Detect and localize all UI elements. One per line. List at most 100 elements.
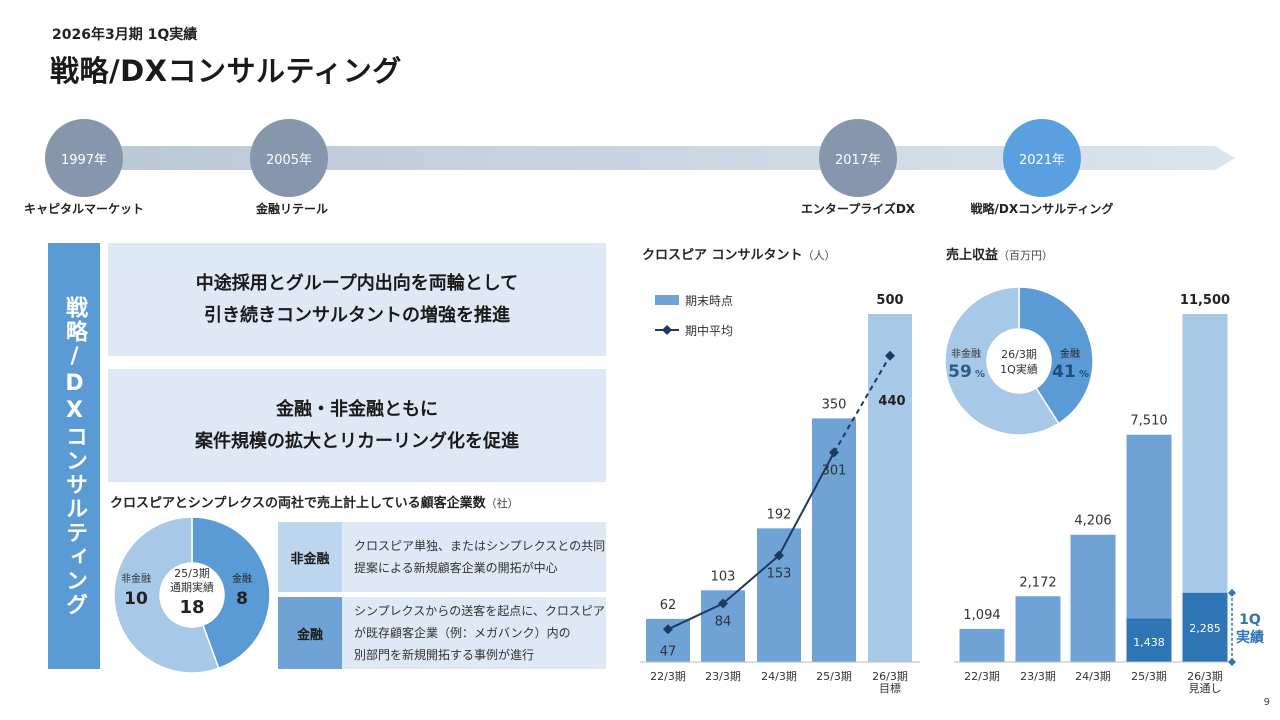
customer-section-title: クロスピアとシンプレクスの両社で売上計上している顧客企業数（社） <box>110 492 519 511</box>
revenue-x-label: 26/3期 <box>1187 670 1223 683</box>
revenue-bar-22/3期 <box>959 628 1005 662</box>
desc-nonfinance-line1: クロスピア単独、またはシンプレクスとの共同 <box>354 539 606 553</box>
consultant-average-label: 440 <box>878 394 905 409</box>
desc-finance-line1: シンプレクスからの送客を起点に、クロスピア <box>354 604 605 618</box>
consultant-x-label: 24/3期 <box>761 670 797 683</box>
legend-marker-average <box>662 325 672 335</box>
consultant-average-line <box>667 452 835 631</box>
legend-label-average: 期中平均 <box>685 323 733 338</box>
q1-annotation-line2: 実績 <box>1236 629 1264 646</box>
consultant-average-label: 301 <box>822 464 847 479</box>
donut1-label-nonfinance: 非金融 <box>121 572 151 585</box>
consultant-bar-label: 192 <box>767 507 792 522</box>
q1-bracket-bottom-marker <box>1228 658 1236 666</box>
revenue-donut: 26/3期 1Q実績 非金融 59 % 金融 41 % <box>944 286 1094 436</box>
consultant-x-sublabel: 目標 <box>879 681 901 695</box>
consultant-bar-label: 103 <box>711 569 736 584</box>
consultant-x-label: 22/3期 <box>650 670 686 683</box>
consultant-x-label: 23/3期 <box>705 670 741 683</box>
legend-swatch-period-end <box>655 295 679 305</box>
customer-donut: 25/3期 通期実績 18 非金融 10 金融 8 <box>113 516 271 674</box>
timeline-circle-2017: 2017年 <box>819 119 897 197</box>
message-box-1: 中途採用とグループ内出向を両輪として 引き続きコンサルタントの増強を推進 <box>108 243 606 356</box>
legend-label-period-end: 期末時点 <box>685 294 733 308</box>
desc-finance-line3: 別部門を新規開拓する事例が進行 <box>354 648 535 662</box>
revenue-q1-bar-26/3期 <box>1182 592 1228 662</box>
consultant-bar-26/3期 <box>868 314 912 662</box>
desc-nonfinance-line2: 提案による新規顧客企業の開拓が中心 <box>354 561 558 575</box>
message-2-line1: 金融・非金融ともに <box>276 398 438 420</box>
timeline-label-2021: 戦略/DXコンサルティング <box>970 202 1114 216</box>
message-1-line1: 中途採用とグループ内出向を両輪として <box>195 272 519 294</box>
tag-finance: 金融 <box>278 597 342 669</box>
donut1-label-finance: 金融 <box>232 572 252 585</box>
revenue-bar-label: 4,206 <box>1074 514 1111 529</box>
donut2-value-nonfinance: 59 <box>948 362 972 382</box>
donut2-center-line1: 26/3期 <box>1001 348 1037 361</box>
page-number: 9 <box>1263 697 1270 708</box>
consultant-average-label: 153 <box>767 567 792 582</box>
revenue-q1-label: 1,438 <box>1133 636 1165 649</box>
revenue-bar-label: 2,172 <box>1019 575 1056 590</box>
message-1-line2: 引き続きコンサルタントの増強を推進 <box>204 304 510 326</box>
revenue-title-text: 売上収益 <box>946 248 999 263</box>
timeline-circle-2021: 2021年 <box>1003 119 1081 197</box>
donut2-slice-nonfinance <box>944 286 1060 436</box>
revenue-title-unit: （百万円） <box>998 249 1054 262</box>
timeline-label-2005: 金融リテール <box>255 202 328 216</box>
revenue-bar-label: 11,500 <box>1180 293 1230 308</box>
timeline-arrow <box>60 146 1235 170</box>
consultant-average-line-target <box>833 355 891 454</box>
consultant-average-point <box>663 624 673 635</box>
donut2-value-finance: 41 <box>1052 362 1076 382</box>
consultant-title-text: クロスピア コンサルタント <box>642 248 803 263</box>
donut1-center-line1: 25/3期 <box>174 567 210 580</box>
revenue-section-title: 売上収益（百万円） <box>946 244 1053 263</box>
consultant-bar-25/3期 <box>812 418 856 662</box>
donut2-label-nonfinance: 非金融 <box>951 347 981 360</box>
consultant-bar-24/3期 <box>757 528 801 662</box>
donut1-value-nonfinance: 10 <box>124 589 148 609</box>
desc-finance-line2: が既存顧客企業（例：メガバンク）内の <box>354 626 571 640</box>
consultant-average-point <box>885 350 895 361</box>
consultant-average-point <box>718 598 728 609</box>
donut2-center-line2: 1Q実績 <box>1000 362 1038 376</box>
revenue-x-label: 22/3期 <box>964 670 1000 683</box>
message-2-line2: 案件規模の拡大とリカーリング化を促進 <box>195 430 519 452</box>
consultant-average-label: 84 <box>715 615 732 630</box>
revenue-bar-label: 7,510 <box>1130 414 1167 429</box>
consultant-x-label: 25/3期 <box>816 670 852 683</box>
revenue-q1-label: 2,285 <box>1189 622 1221 635</box>
timeline-circle-1997: 1997年 <box>45 119 123 197</box>
desc-nonfinance: クロスピア単独、またはシンプレクスとの共同 提案による新規顧客企業の開拓が中心 <box>342 522 606 592</box>
consultant-x-label: 26/3期 <box>872 670 908 683</box>
revenue-bar-23/3期 <box>1015 596 1061 662</box>
consultant-bar-label: 500 <box>876 293 903 308</box>
timeline-circle-2005: 2005年 <box>250 119 328 197</box>
revenue-bar-24/3期 <box>1070 534 1116 662</box>
revenue-x-label: 23/3期 <box>1020 670 1056 683</box>
customer-title-text: クロスピアとシンプレクスの両社で売上計上している顧客企業数 <box>110 496 486 511</box>
donut1-slice-finance <box>191 516 271 670</box>
donut2-label-finance: 金融 <box>1060 347 1080 360</box>
side-label: 戦略/DXコンサルティング <box>48 243 100 669</box>
timeline-label-1997: キャピタルマーケット <box>23 202 144 216</box>
consultant-bar-label: 62 <box>660 598 677 613</box>
revenue-x-sublabel: 見通し <box>1189 682 1222 695</box>
period-subtitle: 2026年3月期 1Q実績 <box>52 27 198 43</box>
timeline-label-2017: エンタープライズDX <box>800 202 916 216</box>
q1-annotation-line1: 1Q <box>1239 612 1261 628</box>
donut1-center-total: 18 <box>179 597 204 618</box>
consultant-average-point <box>829 447 839 458</box>
consultant-average-label: 47 <box>660 644 677 659</box>
tag-nonfinance: 非金融 <box>278 522 342 592</box>
revenue-bar-label: 1,094 <box>963 608 1000 623</box>
donut2-unit-nonfinance: % <box>975 369 985 380</box>
q1-bracket-top-marker <box>1228 588 1236 597</box>
page-title: 戦略/DXコンサルティング <box>50 54 402 88</box>
donut2-unit-finance: % <box>1079 369 1089 380</box>
consultant-section-title: クロスピア コンサルタント（人） <box>642 244 836 263</box>
consultant-average-point <box>774 550 784 561</box>
revenue-chart: 1,094 22/3期 2,172 23/3期 4,206 24/3期 7,510 25/3期… <box>954 293 1264 695</box>
